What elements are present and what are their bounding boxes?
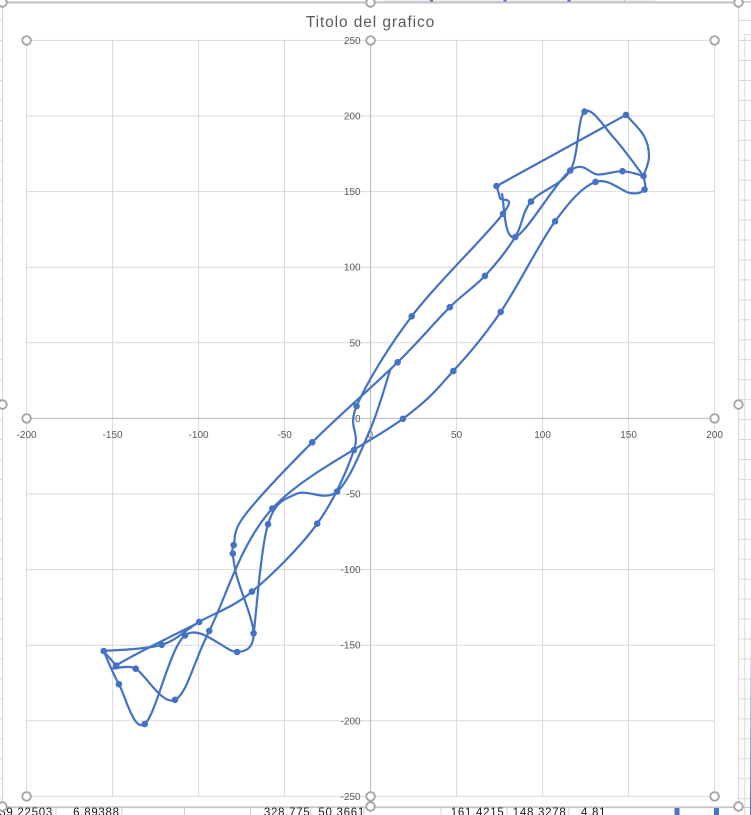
svg-text:0: 0 — [355, 414, 361, 425]
svg-text:-200: -200 — [17, 430, 37, 441]
svg-text:50: 50 — [349, 338, 361, 349]
svg-text:0: 0 — [368, 430, 374, 441]
svg-text:4,81: 4,81 — [581, 807, 606, 815]
svg-text:100: 100 — [534, 430, 551, 441]
svg-text:6,89388: 6,89388 — [73, 807, 120, 815]
svg-text:161,4215: 161,4215 — [451, 807, 505, 815]
svg-text:Titolo del grafico: Titolo del grafico — [306, 14, 435, 31]
svg-text:148,3278: 148,3278 — [513, 807, 567, 815]
svg-text:100: 100 — [344, 263, 361, 274]
svg-text:-100: -100 — [341, 565, 361, 576]
svg-text:-150: -150 — [103, 430, 123, 441]
svg-text:-200: -200 — [341, 716, 361, 727]
svg-text:-50: -50 — [277, 430, 292, 441]
svg-text:250: 250 — [344, 36, 361, 47]
svg-text:-250: -250 — [341, 792, 361, 803]
svg-text:328,775: 328,775 — [264, 807, 311, 815]
svg-text:150: 150 — [620, 430, 637, 441]
svg-text:150: 150 — [344, 187, 361, 198]
svg-text:-50: -50 — [346, 490, 361, 501]
svg-text:50,3661: 50,3661 — [318, 807, 365, 815]
svg-text:50: 50 — [451, 430, 463, 441]
svg-text:-100: -100 — [189, 430, 209, 441]
svg-text:-150: -150 — [341, 641, 361, 652]
svg-text:200: 200 — [706, 430, 723, 441]
svg-text:200: 200 — [344, 112, 361, 123]
svg-text:-39,22503: -39,22503 — [0, 807, 53, 815]
